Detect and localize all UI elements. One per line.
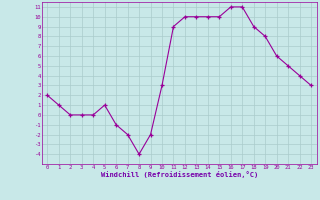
X-axis label: Windchill (Refroidissement éolien,°C): Windchill (Refroidissement éolien,°C): [100, 171, 258, 178]
